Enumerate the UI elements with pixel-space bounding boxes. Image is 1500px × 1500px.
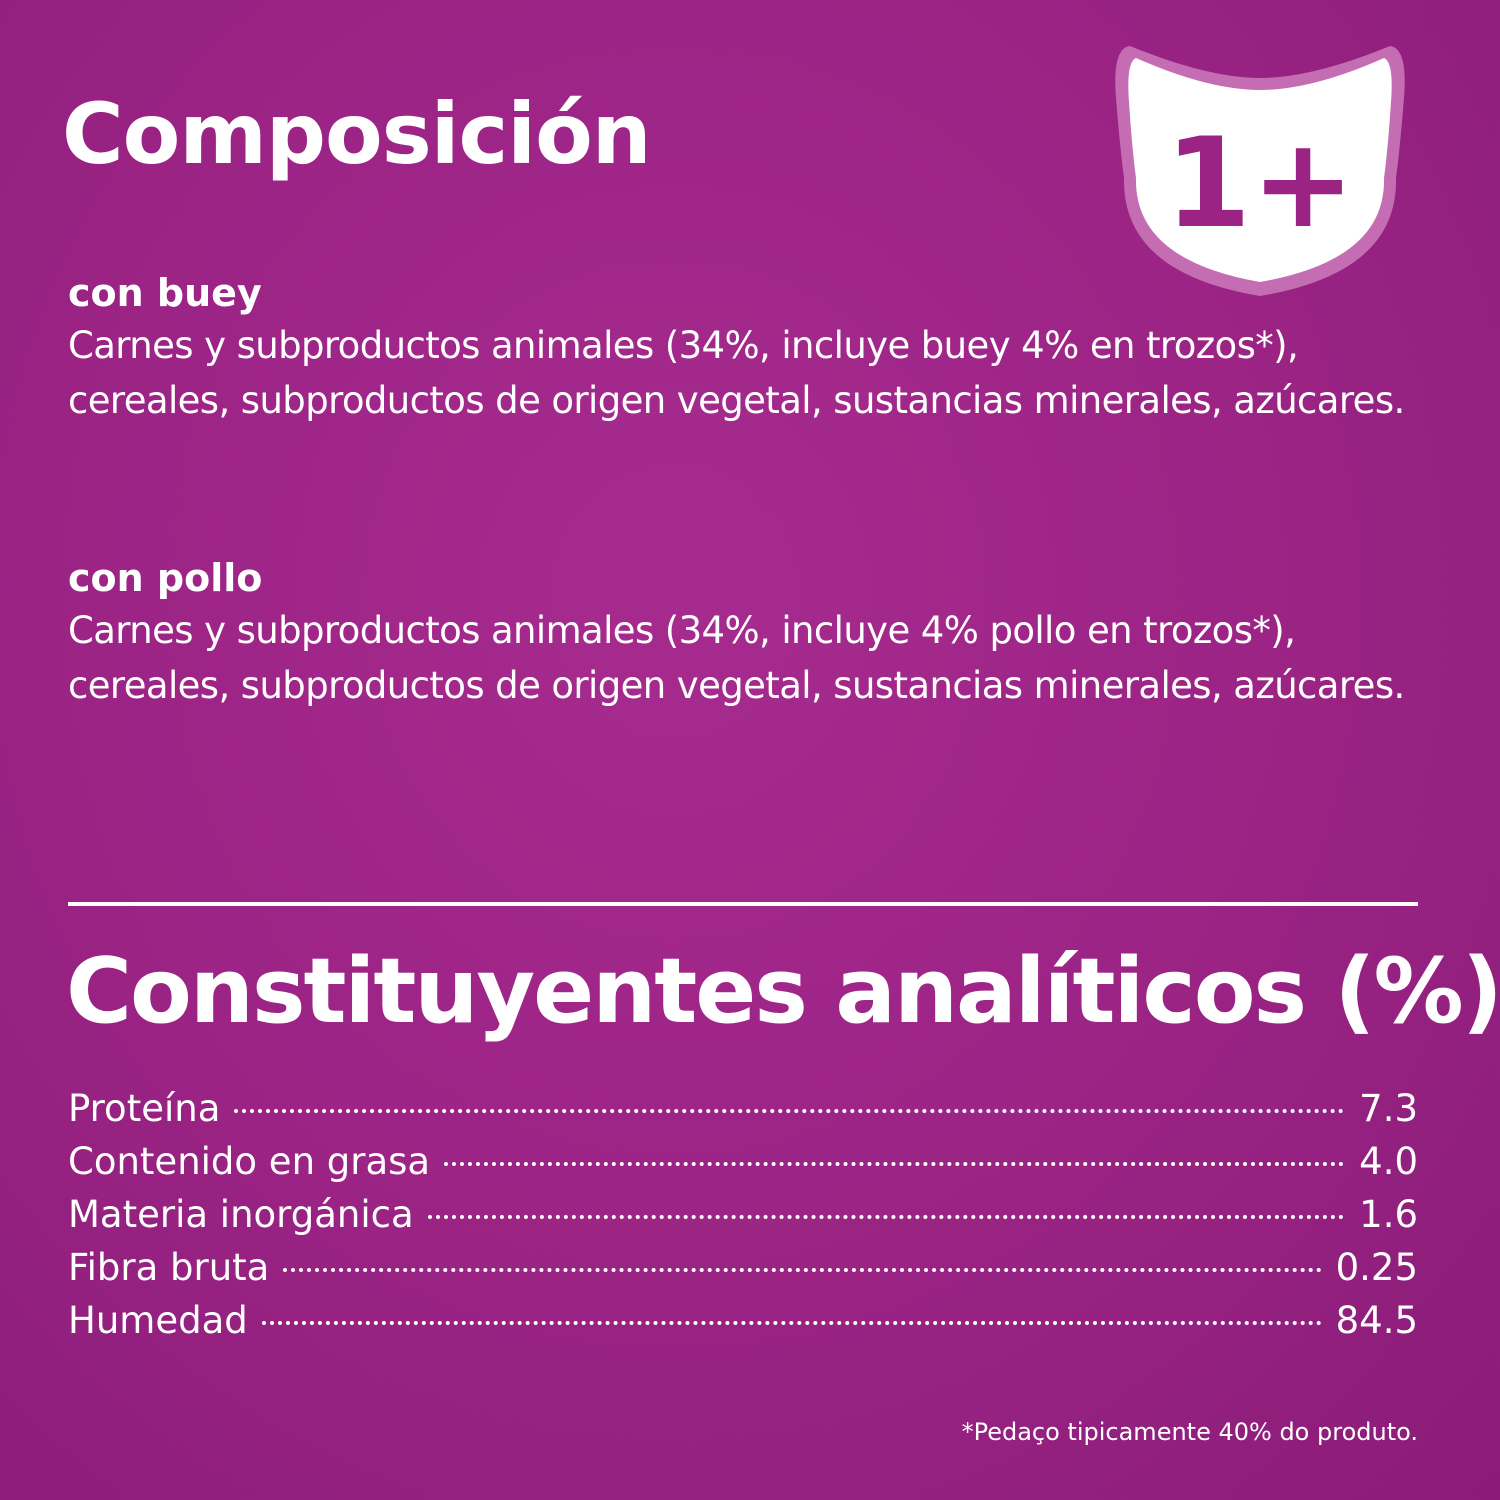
nutrient-label: Proteína (68, 1087, 221, 1130)
nutrient-value: 1.6 (1359, 1193, 1418, 1236)
nutrient-value: 4.0 (1359, 1140, 1418, 1183)
nutrient-row-fat: Contenido en grasa 4.0 (68, 1135, 1418, 1188)
dot-leader (427, 1215, 1344, 1219)
analytics-title: Constituyentes analíticos (%) (66, 939, 1500, 1044)
nutrient-row-ash: Materia inorgánica 1.6 (68, 1188, 1418, 1241)
nutrient-label: Contenido en grasa (68, 1140, 431, 1183)
nutrient-row-fibre: Fibra bruta 0.25 (68, 1241, 1418, 1294)
variant-chicken: con pollo Carnes y subproductos animales… (68, 553, 1428, 713)
nutrient-list: Proteína 7.3 Contenido en grasa 4.0 Mate… (68, 1082, 1418, 1347)
age-badge-text: 1+ (1165, 112, 1355, 256)
dot-leader (283, 1268, 1322, 1272)
nutrient-label: Fibra bruta (68, 1246, 270, 1289)
nutrient-row-moisture: Humedad 84.5 (68, 1294, 1418, 1347)
nutrient-row-protein: Proteína 7.3 (68, 1082, 1418, 1135)
variant-ingredients: Carnes y subproductos animales (34%, inc… (68, 324, 1405, 422)
section-divider (68, 902, 1418, 906)
dot-leader (261, 1321, 1322, 1325)
variant-beef: con buey Carnes y subproductos animales … (68, 268, 1428, 428)
cat-head-icon: 1+ (1108, 38, 1412, 300)
dot-leader (444, 1162, 1344, 1166)
nutrient-value: 84.5 (1335, 1299, 1418, 1342)
nutrient-label: Humedad (68, 1299, 248, 1342)
nutrient-label: Materia inorgánica (68, 1193, 414, 1236)
variant-title: con buey (68, 271, 262, 315)
nutrient-value: 0.25 (1335, 1246, 1418, 1289)
composition-title: Composición (62, 85, 652, 183)
dot-leader (234, 1109, 1344, 1113)
variant-ingredients: Carnes y subproductos animales (34%, inc… (68, 609, 1405, 707)
nutrient-value: 7.3 (1359, 1087, 1418, 1130)
variant-title: con pollo (68, 556, 263, 600)
footnote: *Pedaço tipicamente 40% do produto. (961, 1418, 1418, 1446)
